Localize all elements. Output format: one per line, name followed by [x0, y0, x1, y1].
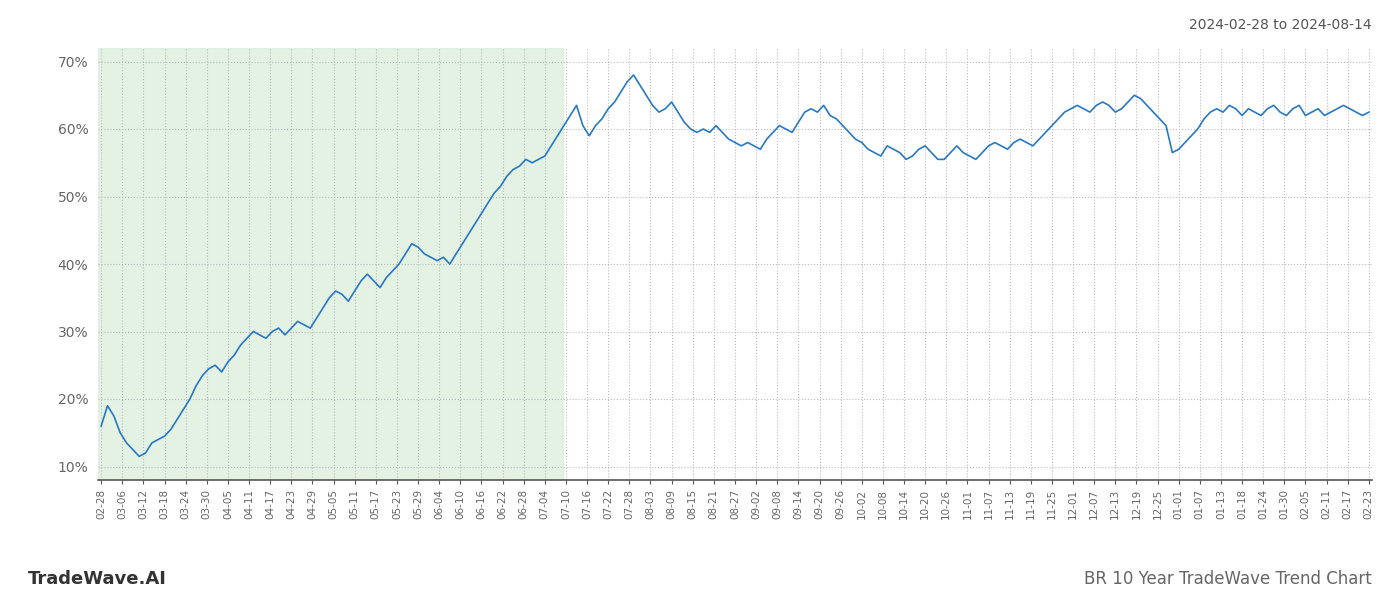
Text: 2024-02-28 to 2024-08-14: 2024-02-28 to 2024-08-14: [1190, 18, 1372, 32]
Text: TradeWave.AI: TradeWave.AI: [28, 570, 167, 588]
Bar: [98, 48, 563, 480]
Text: BR 10 Year TradeWave Trend Chart: BR 10 Year TradeWave Trend Chart: [1084, 570, 1372, 588]
